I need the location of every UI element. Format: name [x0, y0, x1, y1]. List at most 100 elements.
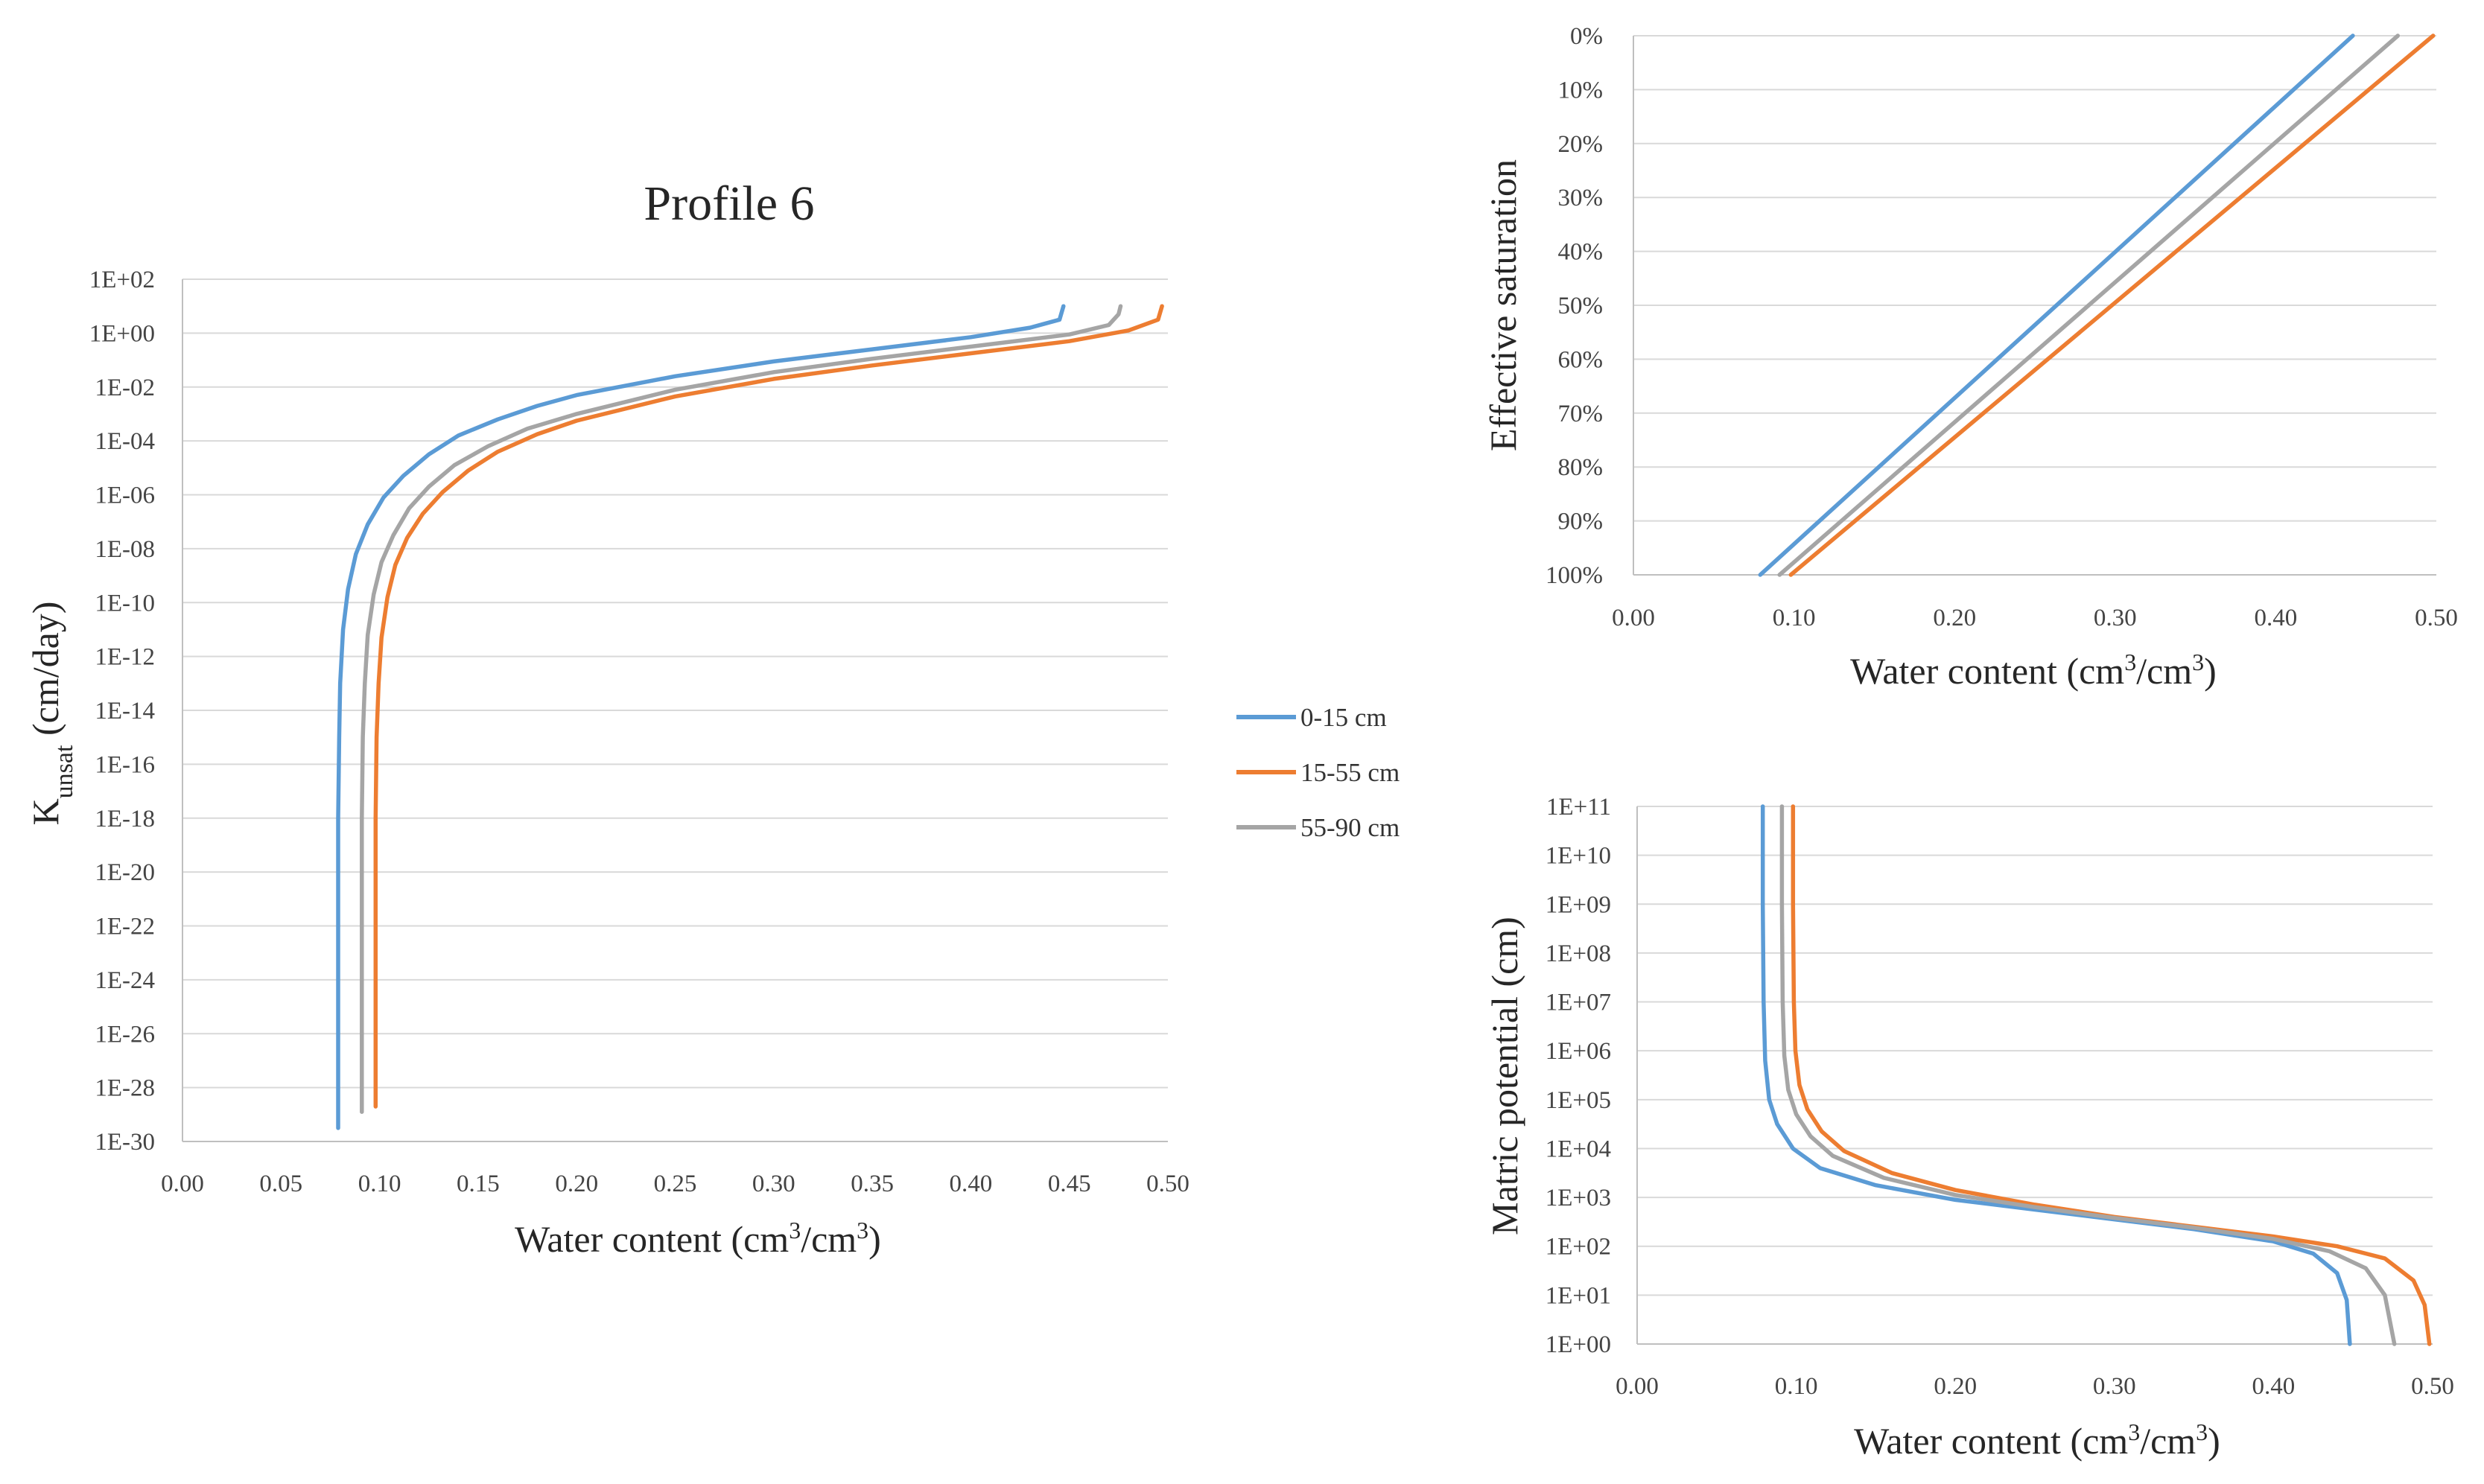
legend-label: 0-15 cm [1300, 703, 1387, 732]
y-tick-label: 1E-18 [95, 806, 155, 832]
x-tick-label: 0.50 [2411, 1373, 2454, 1400]
kunsat-chart: Profile 6 1E+02 1E+00 1E-02 1E-04 1E-06 1E-08… [25, 176, 1400, 1260]
saturation-y-ticks: 0% 10% 20% 30% 40% 50% 60% 70% 80% 90% 100% [1546, 23, 1603, 589]
matric-x-axis-title: Water content (cm3/cm3) [1854, 1418, 2220, 1462]
saturation-series [1758, 34, 2436, 577]
x-tick-label: 0.50 [2415, 605, 2458, 631]
y-tick-label: 40% [1558, 239, 1604, 266]
y-tick-label: 1E+02 [1546, 1234, 1611, 1261]
x-tick-label: 0.45 [1048, 1171, 1091, 1197]
legend-item: 55-90 cm [1236, 813, 1400, 842]
series-line-0-15-cm [1760, 804, 2352, 1346]
y-tick-label: 1E+06 [1546, 1038, 1611, 1065]
saturation-gridlines [1633, 35, 2436, 576]
kunsat-x-ticks: 0.00 0.05 0.10 0.15 0.20 0.25 0.30 0.35 0.40 0.45… [161, 1171, 1189, 1197]
matric-series [1760, 804, 2432, 1346]
matric-potential-chart: 1E+11 1E+10 1E+09 1E+08 1E+07 1E+06 1E+05 1E+04… [1484, 794, 2454, 1462]
y-tick-label: 1E+03 [1546, 1185, 1611, 1211]
chart-title: Profile 6 [644, 176, 814, 231]
series-line-15-55-cm [373, 304, 1164, 1109]
y-tick-label: 1E-12 [95, 644, 155, 671]
matric-x-ticks: 0.00 0.10 0.20 0.30 0.40 0.50 [1616, 1373, 2454, 1400]
x-tick-label: 0.40 [2252, 1373, 2296, 1400]
y-tick-label: 1E+11 [1546, 794, 1611, 821]
legend-item: 0-15 cm [1236, 703, 1387, 732]
series-line-15-55-cm [1788, 34, 2436, 577]
saturation-x-axis-title: Water content (cm3/cm3) [1850, 649, 2217, 692]
y-tick-label: 1E-22 [95, 914, 155, 940]
y-tick-label: 1E+07 [1546, 990, 1611, 1016]
y-tick-label: 20% [1558, 131, 1604, 158]
legend-label: 15-55 cm [1300, 758, 1400, 787]
x-tick-label: 0.00 [1612, 605, 1655, 631]
x-tick-label: 0.10 [1773, 605, 1816, 631]
y-tick-label: 1E-30 [95, 1129, 155, 1156]
y-tick-label: 30% [1558, 185, 1604, 211]
x-tick-label: 0.40 [950, 1171, 993, 1197]
y-tick-label: 1E-16 [95, 751, 155, 778]
y-tick-label: 80% [1558, 454, 1604, 481]
x-tick-label: 0.20 [1934, 1373, 1977, 1400]
y-tick-label: 1E+05 [1546, 1087, 1611, 1114]
x-tick-label: 0.40 [2255, 605, 2298, 631]
x-tick-label: 0.30 [752, 1171, 795, 1197]
series-line-0-15-cm [1758, 34, 2355, 577]
y-tick-label: 1E+09 [1546, 891, 1611, 918]
x-tick-label: 0.35 [851, 1171, 894, 1197]
kunsat-gridlines [182, 278, 1168, 1142]
x-tick-label: 0.00 [1616, 1373, 1659, 1400]
x-tick-label: 0.10 [1775, 1373, 1818, 1400]
matric-y-axis-title: Matric potential (cm) [1484, 917, 1525, 1235]
y-tick-label: 1E+01 [1546, 1282, 1611, 1309]
y-tick-label: 1E-06 [95, 483, 155, 509]
legend: 0-15 cm 15-55 cm 55-90 cm [1236, 703, 1400, 842]
y-tick-label: 1E-24 [95, 967, 155, 994]
y-tick-label: 50% [1558, 293, 1604, 319]
y-tick-label: 1E-08 [95, 536, 155, 563]
kunsat-series [336, 304, 1164, 1130]
x-tick-label: 0.25 [654, 1171, 697, 1197]
y-tick-label: 70% [1558, 401, 1604, 427]
series-line-55-90-cm [360, 304, 1123, 1114]
y-tick-label: 60% [1558, 346, 1604, 373]
y-tick-label: 1E-20 [95, 859, 155, 886]
y-tick-label: 1E-10 [95, 590, 155, 617]
effective-saturation-chart: 0%10%20%30%40%50%60%70%80%90%100% 0.00 0.… [1482, 23, 2458, 692]
y-tick-label: 1E+00 [1546, 1331, 1611, 1358]
x-tick-label: 0.15 [457, 1171, 500, 1197]
matric-y-ticks: 1E+11 1E+10 1E+09 1E+08 1E+07 1E+06 1E+05 1E+04… [1546, 794, 1611, 1358]
y-tick-label: 1E+10 [1546, 843, 1611, 870]
y-tick-label: 90% [1558, 509, 1604, 535]
kunsat-x-axis-title: Water content (cm3/cm3) [515, 1217, 881, 1260]
y-tick-label: 1E+08 [1546, 940, 1611, 967]
x-tick-label: 0.10 [358, 1171, 401, 1197]
series-line-55-90-cm [1779, 804, 2397, 1346]
series-line-55-90-cm [1777, 34, 2401, 577]
x-tick-label: 0.00 [161, 1171, 204, 1197]
y-tick-label: 1E+02 [89, 267, 155, 293]
x-tick-label: 0.30 [2094, 605, 2137, 631]
y-tick-label: 10% [1558, 77, 1604, 104]
y-tick-label: 1E-04 [95, 428, 155, 455]
y-tick-label: 1E+00 [89, 320, 155, 347]
y-tick-label: 1E-28 [95, 1075, 155, 1102]
matric-gridlines [1636, 806, 2433, 1345]
y-tick-label: 1E+04 [1546, 1136, 1611, 1162]
kunsat-y-ticks: 1E+02 1E+00 1E-02 1E-04 1E-06 1E-08 1E-10 1E-12… [89, 267, 155, 1156]
y-tick-label: 1E-26 [95, 1021, 155, 1048]
saturation-x-ticks: 0.00 0.10 0.20 0.30 0.40 0.50 [1612, 605, 2458, 631]
x-tick-label: 0.20 [1933, 605, 1976, 631]
kunsat-y-axis-title: Kunsat (cm/day) [25, 602, 78, 826]
series-line-15-55-cm [1791, 804, 2432, 1346]
y-tick-label: 1E-02 [95, 375, 155, 401]
x-tick-label: 0.50 [1146, 1171, 1189, 1197]
saturation-y-axis-title: Effective saturation [1482, 159, 1524, 451]
y-tick-label: 0% [1570, 23, 1603, 50]
legend-item: 15-55 cm [1236, 758, 1400, 787]
x-tick-label: 0.20 [555, 1171, 598, 1197]
legend-label: 55-90 cm [1300, 813, 1400, 842]
y-tick-label: 100% [1546, 562, 1603, 589]
x-tick-label: 0.30 [2093, 1373, 2136, 1400]
x-tick-label: 0.05 [259, 1171, 302, 1197]
